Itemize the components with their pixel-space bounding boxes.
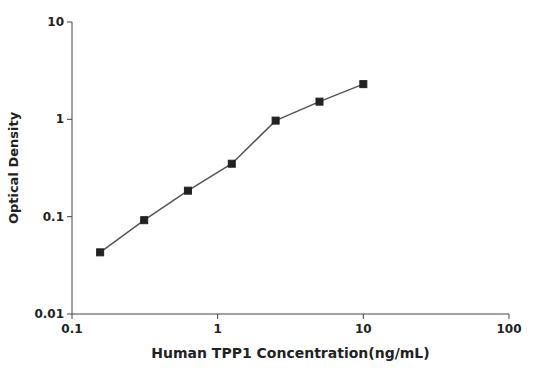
x-tick <box>363 314 364 319</box>
x-axis-line <box>72 314 509 315</box>
x-tick-label: 0.1 <box>61 322 82 336</box>
x-tick-label: 10 <box>355 322 372 336</box>
data-point <box>360 81 367 88</box>
data-point <box>316 98 323 105</box>
x-tick <box>72 314 73 319</box>
y-tick <box>67 119 72 120</box>
data-point <box>141 217 148 224</box>
y-tick <box>67 216 72 217</box>
background <box>0 0 533 372</box>
x-axis-label: Human TPP1 Concentration(ng/mL) <box>151 345 429 361</box>
y-axis-label: Optical Density <box>6 111 21 224</box>
y-axis-line <box>72 22 73 314</box>
x-tick-label: 100 <box>496 322 521 336</box>
chart: 0.11101000.010.1110Human TPP1 Concentrat… <box>0 0 533 372</box>
data-point <box>228 160 235 167</box>
data-point <box>97 249 104 256</box>
data-line <box>100 84 363 252</box>
data-point <box>272 117 279 124</box>
y-tick <box>67 22 72 23</box>
data-point <box>184 187 191 194</box>
x-tick <box>217 314 218 319</box>
y-tick-label: 0.1 <box>43 210 64 224</box>
plot-area <box>97 81 367 256</box>
x-tick-label: 1 <box>213 322 221 336</box>
x-tick <box>509 314 510 319</box>
y-tick-label: 10 <box>47 15 64 29</box>
y-tick-label: 0.01 <box>34 307 64 321</box>
y-tick <box>67 314 72 315</box>
y-tick-label: 1 <box>56 112 64 126</box>
